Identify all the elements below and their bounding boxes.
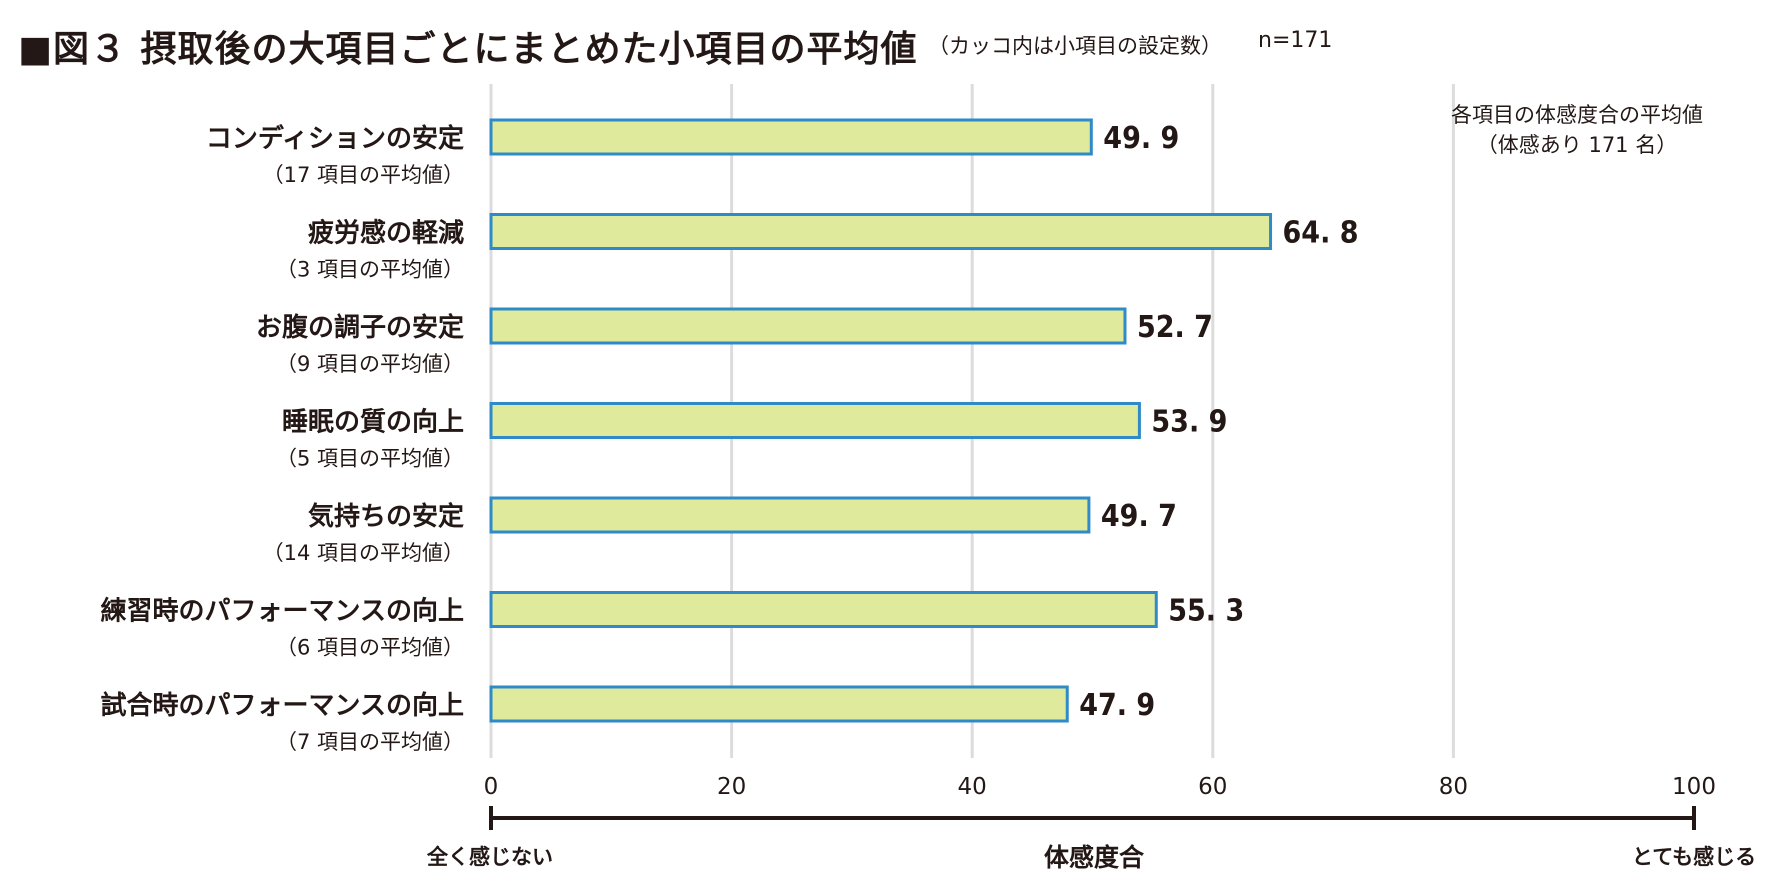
- x-axis-title: 体感度合: [1044, 843, 1145, 872]
- chart-title: ■図３ 摂取後の大項目ごとにまとめた小項目の平均値: [18, 29, 918, 70]
- bar-4: [489, 402, 1141, 439]
- title-row: ■図３ 摂取後の大項目ごとにまとめた小項目の平均値 （カッコ内は小項目の設定数）…: [18, 16, 1418, 76]
- bar-5: [489, 496, 1091, 534]
- category-label-6: 練習時のパフォーマンスの向上: [101, 596, 464, 627]
- sample-size: n=171: [1258, 28, 1333, 53]
- chart-subtitle-note: （カッコ内は小項目の設定数）: [928, 34, 1222, 58]
- x-axis-ticks: 0 20 40 60 80 100: [484, 774, 1716, 800]
- value-label-7: 47. 9: [1079, 688, 1155, 723]
- category-label-2: 疲労感の軽減: [308, 218, 464, 249]
- value-label-1: 49. 9: [1103, 121, 1179, 156]
- category-sublabel-7: （7 項目の平均値）: [276, 730, 464, 754]
- annotation-line-1: 各項目の体感度合の平均値: [1451, 103, 1703, 127]
- category-sublabel-3: （9 項目の平均値）: [276, 352, 464, 376]
- tick-label-60: 60: [1198, 774, 1227, 800]
- value-label-3: 52. 7: [1137, 310, 1213, 345]
- annotation-line-2: （体感あり 171 名）: [1477, 133, 1677, 157]
- tick-label-0: 0: [484, 774, 499, 800]
- value-label-2: 64. 8: [1283, 216, 1359, 251]
- category-label-5: 気持ちの安定: [308, 501, 464, 532]
- category-sublabel-6: （6 項目の平均値）: [276, 636, 464, 660]
- category-label-3: お腹の調子の安定: [256, 312, 464, 343]
- bar-7: [489, 685, 1069, 723]
- bar-6: [489, 591, 1158, 628]
- category-sublabel-4: （5 項目の平均値）: [276, 447, 464, 471]
- category-label-7: 試合時のパフォーマンスの向上: [101, 690, 464, 721]
- tick-label-40: 40: [958, 774, 987, 800]
- bar-2: [489, 213, 1273, 250]
- category-sublabel-2: （3 項目の平均値）: [276, 258, 464, 282]
- category-labels: コンディションの安定 （17 項目の平均値） 疲労感の軽減 （3 項目の平均値） お腹の…: [101, 123, 464, 754]
- category-label-1: コンディションの安定: [206, 123, 464, 154]
- value-label-4: 53. 9: [1151, 405, 1227, 440]
- tick-label-80: 80: [1439, 774, 1468, 800]
- category-label-4: 睡眠の質の向上: [282, 407, 464, 438]
- value-label-6: 55. 3: [1168, 594, 1244, 629]
- value-label-5: 49. 7: [1101, 499, 1177, 534]
- x-axis-right-label: とても感じる: [1632, 845, 1756, 869]
- scale-axis: [489, 806, 1696, 830]
- tick-label-20: 20: [717, 774, 746, 800]
- bar-3: [489, 307, 1127, 345]
- bar-1: [489, 118, 1093, 156]
- category-sublabel-1: （17 項目の平均値）: [263, 163, 464, 187]
- x-axis-left-label: 全く感じない: [426, 845, 553, 869]
- tick-label-100: 100: [1672, 774, 1716, 800]
- bars: 49. 9 64. 8 52. 7 53. 9 49. 7 55. 3 47. 9: [489, 118, 1359, 723]
- category-sublabel-5: （14 項目の平均値）: [263, 541, 464, 565]
